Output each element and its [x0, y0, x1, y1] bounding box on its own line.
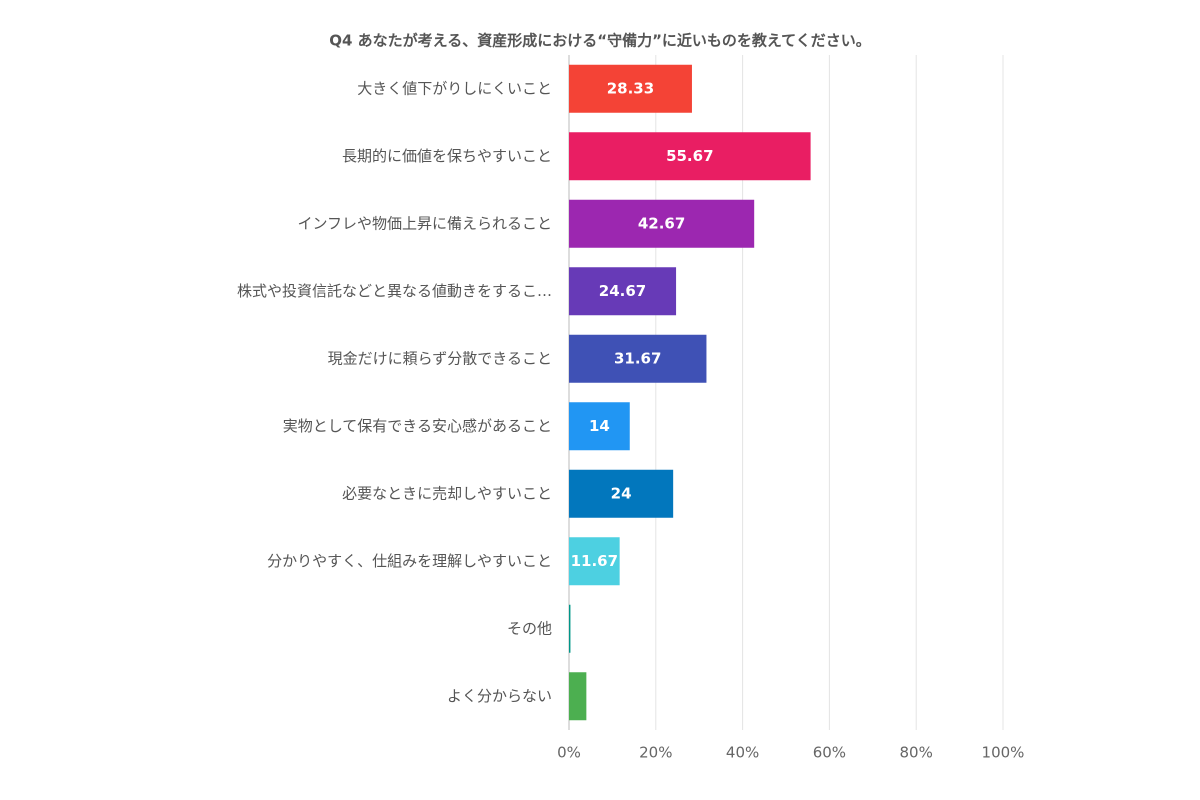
value-label: 31.67	[614, 349, 661, 367]
bar	[569, 132, 811, 181]
value-label: 28.33	[607, 79, 654, 97]
x-tick-label: 100%	[982, 744, 1025, 762]
bar	[569, 604, 571, 653]
x-tick-label: 80%	[900, 744, 933, 762]
bar	[569, 64, 692, 113]
value-label: 24	[611, 484, 632, 502]
value-label: 24.67	[599, 282, 646, 300]
value-label: 11.67	[571, 552, 618, 570]
y-tick-label: 株式や投資信託などと異なる値動きをするこ…	[237, 282, 552, 300]
x-tick-label: 0%	[557, 744, 581, 762]
y-tick-label: 実物として保有できる安心感があること	[283, 417, 552, 435]
bar	[569, 334, 707, 383]
y-tick-label: 必要なときに売却しやすいこと	[342, 484, 552, 502]
bar	[569, 469, 674, 518]
y-tick-label: 現金だけに頼らず分散できること	[328, 349, 552, 367]
x-tick-label: 20%	[639, 744, 672, 762]
y-tick-label: その他	[507, 619, 552, 637]
y-tick-label: 大きく値下がりしにくいこと	[357, 79, 552, 97]
x-tick-label: 60%	[813, 744, 846, 762]
bar	[569, 267, 677, 316]
y-tick-label: 長期的に価値を保ちやすいこと	[342, 147, 552, 165]
value-label: 42.67	[638, 214, 685, 232]
chart-title: Q4 あなたが考える、資産形成における“守備力”に近いものを教えてください。	[329, 32, 870, 50]
bar	[569, 199, 755, 248]
bar	[569, 672, 587, 721]
value-label: 14	[589, 417, 610, 435]
x-tick-label: 40%	[726, 744, 759, 762]
bar	[569, 537, 620, 586]
value-label: 55.67	[666, 147, 713, 165]
bar	[569, 402, 630, 451]
y-tick-label: よく分からない	[447, 687, 552, 705]
y-tick-label: 分かりやすく、仕組みを理解しやすいこと	[267, 552, 552, 570]
y-tick-label: インフレや物価上昇に備えられること	[297, 214, 552, 232]
